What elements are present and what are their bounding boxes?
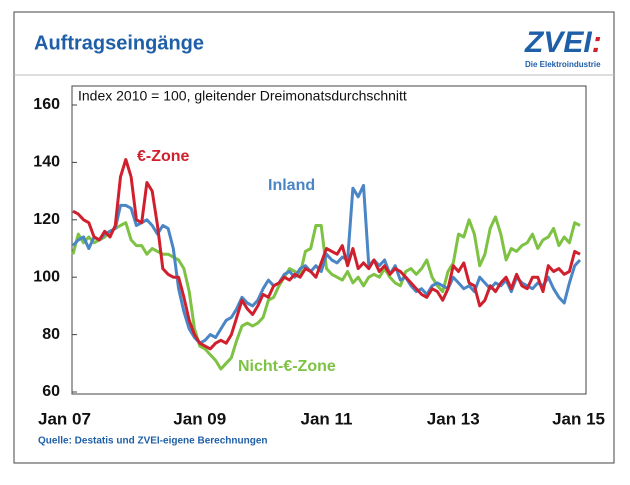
x-tick-label: Jan 11 bbox=[301, 409, 353, 428]
title: Auftragseingänge bbox=[34, 32, 204, 54]
logo-tagline: Die Elektroindustrie bbox=[525, 60, 601, 69]
y-tick-label: 60 bbox=[42, 383, 60, 400]
y-tick-label: 140 bbox=[33, 154, 60, 171]
x-tick-label: Jan 13 bbox=[427, 409, 480, 428]
logo: ZVEI: bbox=[524, 26, 602, 59]
subtitle: Index 2010 = 100, gleitender Dreimonatsd… bbox=[78, 88, 407, 104]
x-tick-label: Jan 09 bbox=[173, 409, 226, 428]
series-label: Inland bbox=[268, 177, 315, 194]
series-line bbox=[72, 158, 581, 351]
logo-name: ZVEI bbox=[524, 26, 592, 59]
series-line bbox=[71, 215, 581, 371]
y-tick-label: 100 bbox=[33, 268, 60, 285]
x-tick-label: Jan 07 bbox=[38, 409, 91, 428]
series-label: €-Zone bbox=[137, 148, 190, 165]
y-tick-label: 120 bbox=[33, 211, 60, 228]
plot-frame bbox=[71, 85, 587, 395]
source: Quelle: Destatis und ZVEI-eigene Berechn… bbox=[38, 436, 268, 447]
x-tick-label: Jan 15 bbox=[552, 409, 605, 428]
y-tick-label: 80 bbox=[42, 326, 60, 343]
series-label: Nicht-€-Zone bbox=[238, 358, 336, 375]
y-tick-label: 160 bbox=[33, 96, 60, 113]
logo-colon: : bbox=[592, 26, 602, 59]
